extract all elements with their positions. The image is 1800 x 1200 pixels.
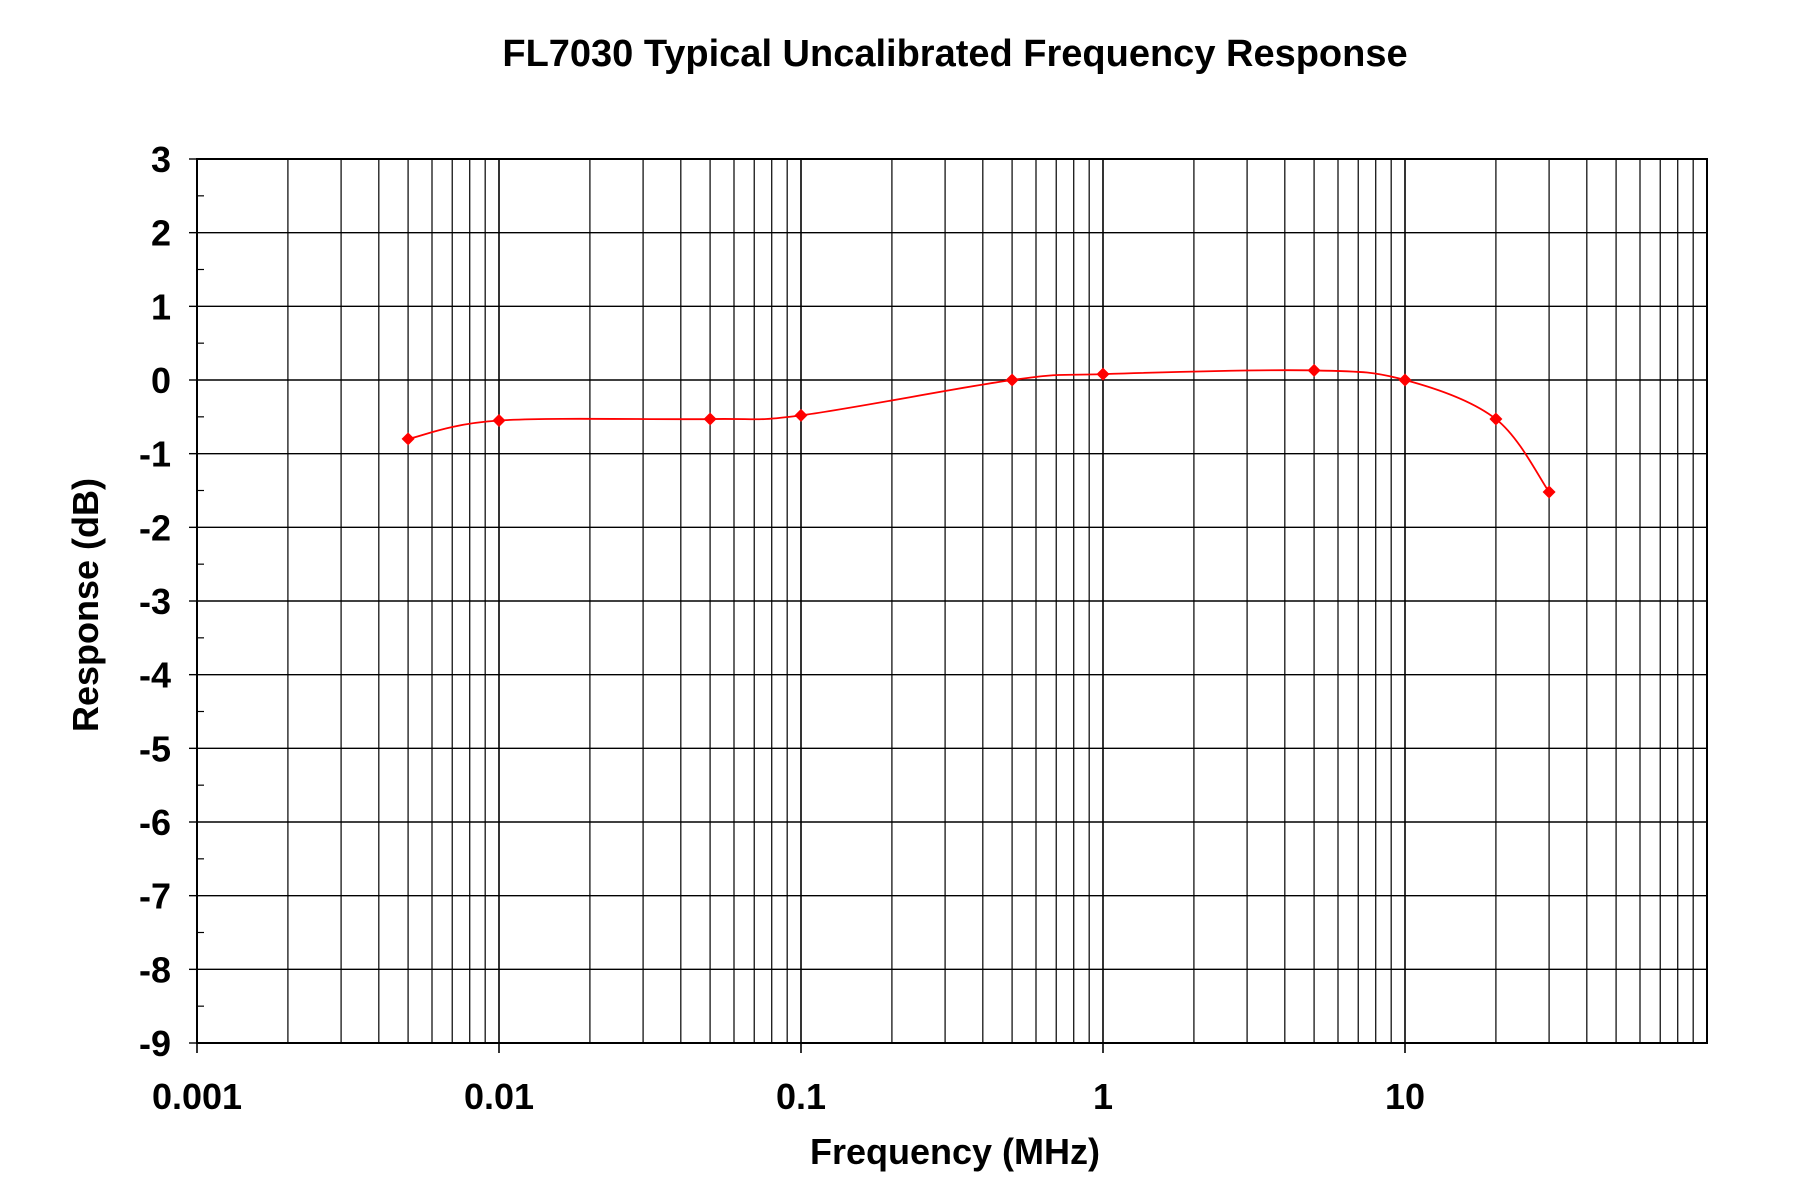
data-point-marker [703,412,717,426]
y-tick-label: -2 [139,507,171,548]
y-tick-label: -9 [139,1023,171,1064]
y-tick-label: -5 [139,728,171,769]
data-point-marker [1096,367,1110,381]
y-tick-label: -1 [139,434,171,475]
x-tick-label: 0.1 [776,1076,826,1117]
x-axis-label: Frequency (MHz) [810,1131,1100,1172]
y-tick-label: -4 [139,655,171,696]
y-tick-label: -6 [139,802,171,843]
x-tick-label: 0.01 [464,1076,534,1117]
data-point-marker [401,432,415,446]
chart-title: FL7030 Typical Uncalibrated Frequency Re… [502,33,1407,75]
y-tick-label: 3 [151,139,171,180]
y-tick-label: 2 [151,213,171,254]
x-tick-label: 10 [1385,1076,1425,1117]
series-line [407,369,1550,493]
data-point-marker [1005,373,1019,387]
y-axis-label: Response (dB) [65,478,106,732]
data-point-marker [1307,363,1321,377]
data-point-marker [1398,373,1412,387]
x-tick-label: 0.001 [152,1076,242,1117]
data-point-marker [492,414,506,428]
data-point-marker [1542,485,1556,499]
x-tick-label: 1 [1093,1076,1113,1117]
y-tick-label: -7 [139,876,171,917]
y-tick-label: -3 [139,581,171,622]
grid-lines [189,158,1708,1053]
data-point-marker [794,408,808,422]
series-layer [401,363,1556,499]
y-tick-label: -8 [139,949,171,990]
data-point-marker [1489,412,1503,426]
plot-frame [196,158,1708,1044]
y-tick-label: 0 [151,360,171,401]
y-tick-label: 1 [151,286,171,327]
